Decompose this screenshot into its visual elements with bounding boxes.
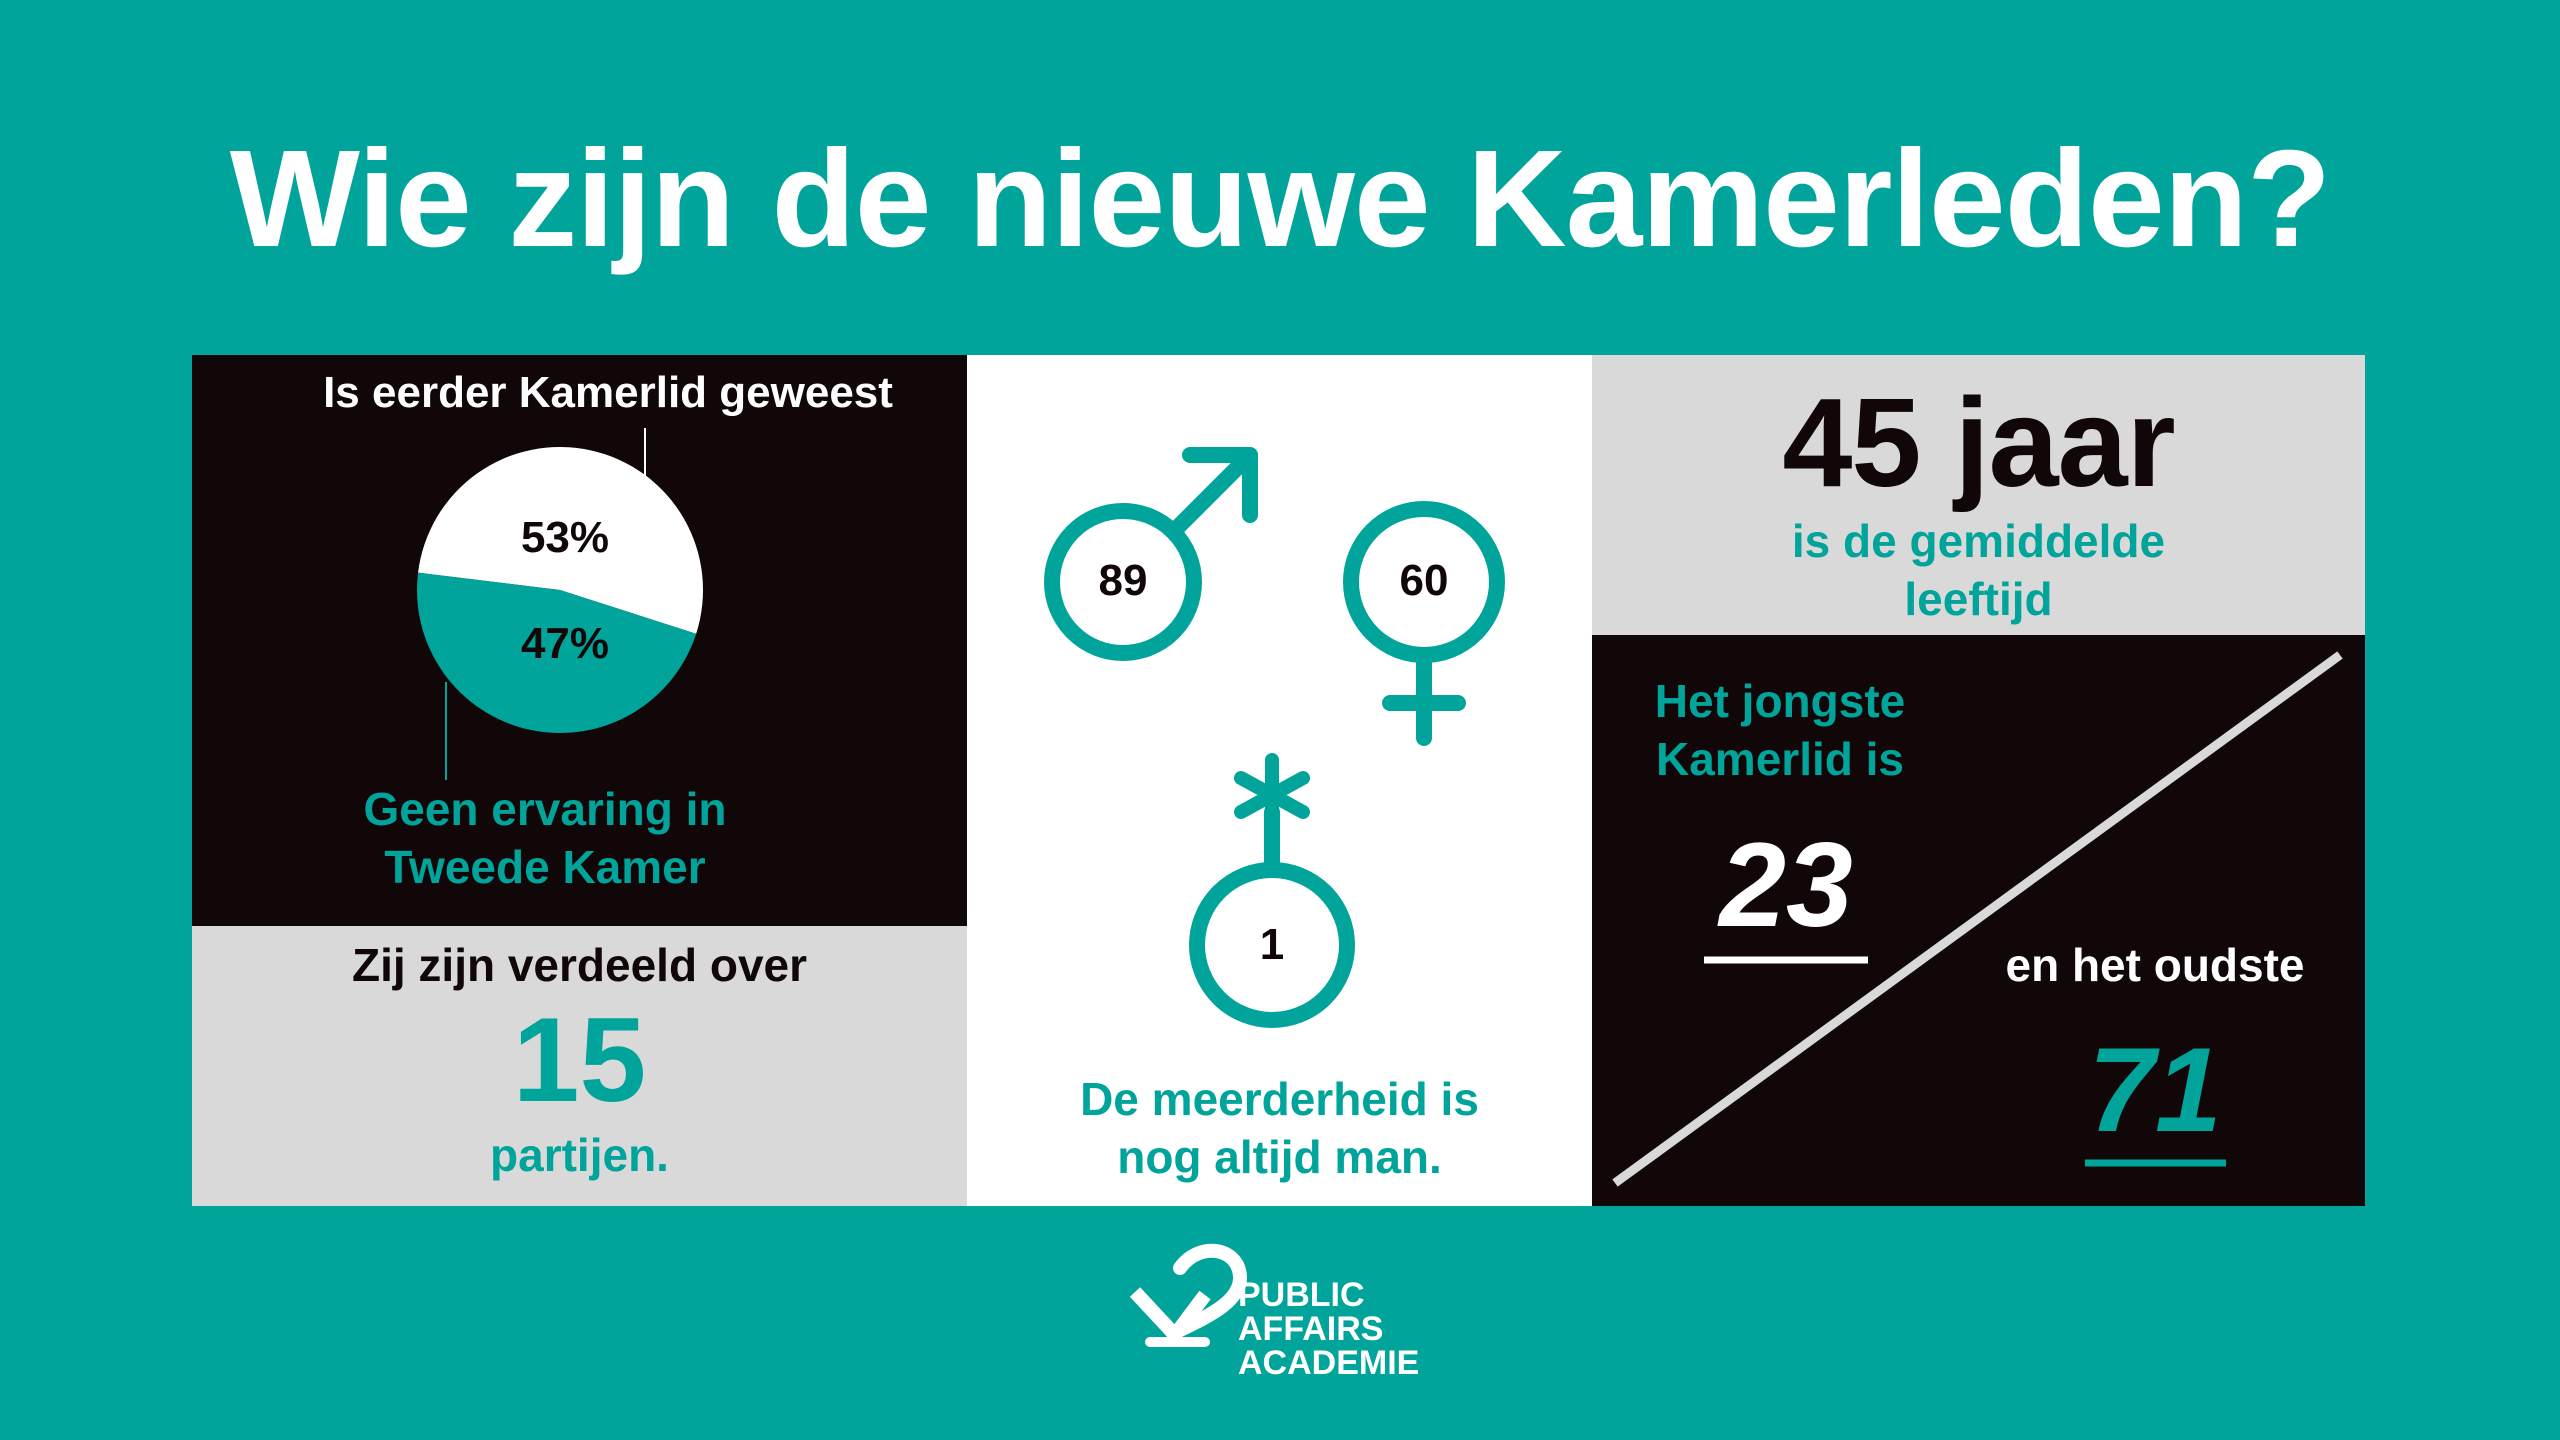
average-age: 45 jaar: [1782, 372, 2175, 513]
parties-panel: [192, 926, 967, 1206]
gender-caption-line1: De meerderheid is: [1080, 1073, 1479, 1125]
page-title: Wie zijn de nieuwe Kamerleden?: [229, 122, 2332, 276]
logo-line1: PUBLIC: [1238, 1276, 1365, 1314]
other-count: 1: [1259, 920, 1285, 969]
parties-line3: partijen.: [490, 1129, 669, 1181]
oldest-age: 71: [2088, 1023, 2222, 1157]
gender-caption: De meerderheid is nog altijd man.: [967, 1070, 1592, 1186]
pie-label-2: 47%: [521, 619, 609, 668]
youngest-label: Het jongste Kamerlid is: [1595, 672, 1965, 788]
youngest-age: 23: [1719, 818, 1853, 952]
youngest-label-line1: Het jongste: [1654, 675, 1906, 727]
pie-label-1: 53%: [521, 513, 609, 562]
parties-number: 15: [512, 993, 647, 1127]
experience-label-bottom: Geen ervaring in Tweede Kamer: [220, 780, 870, 896]
oldest-label: en het oudste: [2005, 939, 2305, 991]
male-count: 89: [1098, 556, 1148, 605]
logo-line3: ACADEMIE: [1238, 1344, 1420, 1382]
average-age-caption-line2: leeftijd: [1904, 573, 2053, 625]
experience-label-bottom-line2: Tweede Kamer: [384, 841, 706, 893]
average-age-caption-line1: is de gemiddelde: [1791, 515, 2166, 567]
youngest-label-line2: Kamerlid is: [1656, 733, 1904, 785]
female-count: 60: [1399, 556, 1449, 605]
pie-slice-1: [418, 446, 703, 634]
pie-slice-2: [416, 572, 697, 733]
parties-line1: Zij zijn verdeeld over: [351, 939, 808, 991]
experience-label-bottom-line1: Geen ervaring in: [363, 783, 727, 835]
logo-line2: AFFAIRS: [1238, 1310, 1384, 1348]
logo-text: PUBLIC AFFAIRS ACADEMIE: [1238, 1278, 1419, 1380]
gender-panel: [967, 355, 1592, 1206]
average-age-caption: is de gemiddelde leeftijd: [1592, 512, 2365, 628]
gender-caption-line2: nog altijd man.: [1117, 1131, 1442, 1183]
average-age-panel: [1592, 355, 2365, 635]
experience-label-top: Is eerder Kamerlid geweest: [323, 368, 893, 417]
